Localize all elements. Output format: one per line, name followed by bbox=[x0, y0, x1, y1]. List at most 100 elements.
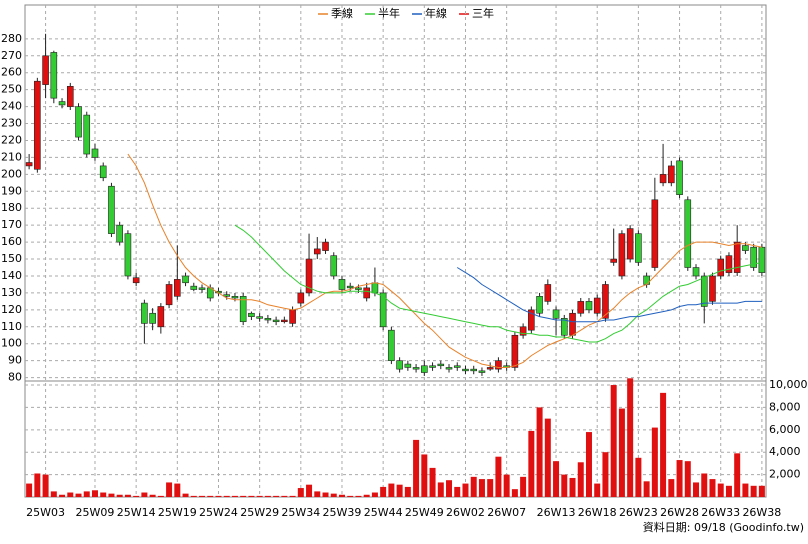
volume-bar bbox=[133, 495, 140, 497]
volume-bar bbox=[59, 494, 66, 497]
y2-tick-label: 2,000 bbox=[769, 468, 801, 481]
volume-bar bbox=[701, 473, 708, 497]
candle-body bbox=[404, 363, 412, 368]
y-tick-label: 110 bbox=[1, 320, 22, 333]
candle-body bbox=[165, 284, 173, 306]
volume-bar bbox=[750, 485, 757, 497]
candle-body bbox=[363, 287, 370, 299]
y2-tick-label: 6,000 bbox=[769, 423, 801, 436]
candle-body bbox=[132, 277, 140, 284]
candle-body bbox=[116, 224, 123, 243]
volume-bar bbox=[577, 462, 584, 497]
legend: 季線 半年 年線 三年 bbox=[318, 6, 494, 20]
volume-bar bbox=[75, 493, 82, 497]
candle-body bbox=[256, 316, 263, 319]
volume-bar bbox=[207, 495, 214, 497]
candle-body bbox=[50, 52, 58, 99]
candle-body bbox=[725, 255, 733, 273]
candle-body bbox=[198, 287, 206, 290]
y-tick-label: 270 bbox=[1, 49, 22, 62]
candle-body bbox=[149, 312, 156, 324]
candle-body bbox=[709, 275, 716, 302]
candle-body bbox=[462, 368, 469, 372]
volume-bar bbox=[536, 407, 543, 497]
volume-bar bbox=[446, 480, 453, 497]
volume-bar bbox=[50, 491, 57, 497]
candle-body bbox=[717, 258, 725, 277]
y-tick-label: 230 bbox=[1, 117, 22, 130]
volume-bar bbox=[610, 385, 617, 497]
volume-bar bbox=[544, 418, 551, 497]
candle-body bbox=[141, 302, 148, 324]
volume-bar bbox=[26, 483, 33, 497]
candle-body bbox=[421, 365, 428, 373]
volume-bar bbox=[355, 495, 362, 497]
y-tick-label: 200 bbox=[1, 167, 22, 180]
candle-body bbox=[322, 241, 329, 251]
volume-bar bbox=[264, 495, 271, 497]
candle-body bbox=[272, 319, 280, 323]
volume-bar bbox=[717, 483, 724, 497]
y-tick-label: 90 bbox=[8, 354, 22, 367]
candle-body bbox=[585, 301, 593, 311]
volume-bar bbox=[273, 495, 280, 497]
volume-bar bbox=[248, 495, 255, 497]
volume-bar bbox=[363, 494, 370, 497]
candle-body bbox=[396, 360, 403, 370]
candle-body bbox=[264, 318, 272, 321]
volume-bar bbox=[338, 494, 345, 497]
candle-body bbox=[495, 360, 502, 370]
y-tick-label: 140 bbox=[1, 269, 22, 282]
volume-bar bbox=[421, 454, 428, 497]
candle-body bbox=[379, 292, 387, 328]
volume-bar bbox=[462, 483, 469, 497]
volume-bar bbox=[330, 493, 337, 497]
candle-body bbox=[519, 326, 527, 336]
y-tick-label: 150 bbox=[1, 252, 22, 265]
candle-body bbox=[684, 199, 692, 268]
candle-body bbox=[42, 55, 49, 85]
volume-bar bbox=[627, 378, 634, 497]
y-tick-label: 250 bbox=[1, 83, 22, 96]
candle-body bbox=[643, 275, 650, 285]
candle-body bbox=[99, 165, 107, 179]
volume-bar bbox=[388, 483, 395, 497]
x-tick-label: 25W09 bbox=[76, 506, 115, 519]
x-tick-label: 26W18 bbox=[578, 506, 617, 519]
volume-bar bbox=[676, 460, 683, 497]
moving-average-line bbox=[127, 153, 763, 368]
candle-body bbox=[223, 294, 231, 297]
candle-body bbox=[338, 279, 346, 290]
candle-body bbox=[346, 285, 354, 289]
candle-body bbox=[478, 370, 486, 373]
volume-bar bbox=[404, 486, 411, 497]
candle-body bbox=[281, 319, 288, 323]
y2-tick-label: 10,000 bbox=[769, 378, 808, 391]
candle-body bbox=[66, 85, 74, 107]
volume-bar bbox=[396, 484, 403, 497]
candle-body bbox=[552, 309, 560, 319]
x-tick-label: 25W34 bbox=[281, 506, 320, 519]
volume-bar bbox=[742, 483, 749, 497]
y-tick-label: 160 bbox=[1, 235, 22, 248]
volume-bar bbox=[322, 492, 329, 497]
volume-bar bbox=[734, 453, 741, 497]
candle-body bbox=[429, 365, 436, 368]
moving-average-line bbox=[456, 267, 762, 323]
volume-bar bbox=[553, 461, 560, 497]
candle-body bbox=[437, 363, 445, 367]
candle-body bbox=[544, 284, 552, 302]
y-tick-label: 100 bbox=[1, 337, 22, 350]
candle-body bbox=[602, 284, 609, 319]
volume-bar bbox=[108, 493, 115, 497]
candle-body bbox=[750, 246, 757, 268]
volume-bar bbox=[256, 495, 263, 497]
x-tick-label: 25W44 bbox=[364, 506, 403, 519]
x-tick-label: 26W02 bbox=[446, 506, 485, 519]
volume-bar bbox=[190, 495, 197, 497]
candle-body bbox=[577, 301, 585, 314]
volume-bar bbox=[635, 457, 642, 497]
candle-body bbox=[511, 334, 519, 368]
volume-bar bbox=[223, 495, 230, 497]
volume-bar bbox=[380, 486, 387, 497]
